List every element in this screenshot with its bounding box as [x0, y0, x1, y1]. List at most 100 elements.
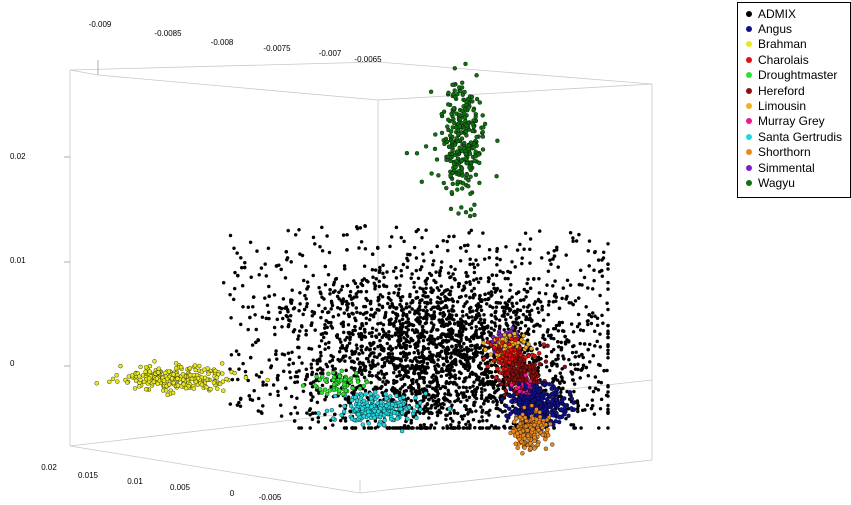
- data-point-admix: [390, 387, 394, 392]
- data-point-charolais: [513, 337, 518, 343]
- data-point-admix: [280, 316, 285, 321]
- data-point-admix: [606, 323, 610, 328]
- data-point-admix: [479, 317, 483, 322]
- data-points: [94, 61, 610, 456]
- data-point-angus: [517, 381, 522, 387]
- data-point-santa-gertrudis: [382, 418, 387, 423]
- data-point-wagyu: [452, 66, 457, 71]
- data-point-hereford: [496, 378, 501, 383]
- data-point-admix: [228, 402, 233, 406]
- data-point-hereford: [499, 382, 504, 387]
- data-point-admix: [372, 354, 377, 359]
- data-point-admix: [449, 355, 453, 359]
- data-point-admix: [467, 395, 472, 400]
- data-point-admix: [458, 259, 463, 263]
- data-point-santa-gertrudis: [394, 393, 399, 398]
- data-point-admix: [452, 411, 457, 415]
- data-point-admix: [465, 389, 469, 394]
- data-point-wagyu: [453, 94, 458, 100]
- data-point-hereford: [512, 365, 517, 371]
- data-point-limousin: [521, 339, 527, 345]
- data-point-droughtmaster: [323, 387, 328, 392]
- data-point-admix: [429, 329, 433, 334]
- data-point-admix: [343, 347, 348, 351]
- data-point-admix: [392, 370, 396, 375]
- data-point-admix: [354, 306, 359, 310]
- data-point-admix: [451, 299, 455, 303]
- data-point-admix: [407, 351, 412, 356]
- data-point-admix: [491, 386, 496, 390]
- data-point-admix: [370, 374, 374, 378]
- data-point-admix: [439, 335, 443, 340]
- data-point-admix: [387, 351, 392, 356]
- data-point-santa-gertrudis: [382, 408, 387, 414]
- x-tick-label: -0.008: [211, 38, 234, 47]
- data-point-admix: [307, 346, 311, 351]
- data-point-admix: [596, 362, 601, 367]
- data-point-admix: [409, 276, 413, 280]
- data-point-admix: [386, 295, 391, 300]
- data-point-admix: [304, 367, 309, 372]
- data-point-admix: [482, 313, 486, 317]
- data-point-admix: [362, 426, 366, 430]
- data-point-admix: [422, 259, 426, 263]
- data-point-admix: [429, 307, 433, 312]
- data-point-admix: [480, 335, 484, 340]
- data-point-admix: [259, 410, 263, 414]
- data-point-wagyu: [466, 178, 471, 183]
- data-point-admix: [320, 332, 325, 336]
- data-point-droughtmaster: [337, 388, 342, 393]
- data-point-admix: [357, 332, 361, 336]
- data-point-admix: [556, 329, 561, 333]
- data-point-santa-gertrudis: [414, 403, 420, 409]
- data-point-admix: [429, 250, 434, 254]
- data-point-admix: [415, 295, 420, 300]
- data-point-admix: [515, 310, 519, 314]
- data-point-admix: [362, 327, 367, 332]
- data-point-shorthorn: [543, 446, 549, 451]
- data-point-admix: [249, 275, 253, 279]
- data-point-admix: [388, 244, 392, 249]
- data-point-admix: [309, 366, 314, 370]
- data-point-admix: [238, 322, 243, 327]
- data-point-admix: [459, 339, 463, 343]
- data-point-admix: [544, 365, 549, 369]
- data-point-admix: [606, 335, 610, 340]
- data-point-admix: [509, 282, 513, 287]
- data-point-admix: [380, 372, 384, 376]
- data-point-admix: [508, 270, 513, 275]
- data-point-admix: [315, 361, 320, 366]
- data-point-brahman: [220, 361, 225, 366]
- data-point-admix: [552, 336, 556, 341]
- data-point-admix: [418, 286, 422, 290]
- data-point-admix: [382, 361, 387, 365]
- data-point-admix: [317, 303, 321, 308]
- data-point-admix: [592, 278, 596, 283]
- data-point-admix: [479, 299, 484, 304]
- data-point-admix: [504, 322, 509, 327]
- data-point-admix: [288, 370, 292, 374]
- data-point-admix: [450, 285, 454, 290]
- data-point-brahman: [189, 376, 195, 382]
- data-point-admix: [414, 290, 419, 294]
- data-point-simmental: [508, 329, 513, 334]
- data-point-admix: [431, 262, 435, 267]
- data-point-admix: [260, 315, 265, 319]
- data-point-admix: [591, 389, 596, 394]
- data-point-admix: [439, 260, 444, 264]
- data-point-wagyu: [429, 171, 434, 176]
- data-point-admix: [371, 340, 376, 345]
- data-point-admix: [472, 265, 477, 270]
- data-point-admix: [367, 359, 371, 364]
- data-point-charolais: [493, 375, 498, 380]
- data-point-admix: [427, 384, 432, 389]
- data-point-brahman: [141, 379, 147, 385]
- data-point-admix: [442, 362, 446, 367]
- data-point-admix: [516, 322, 520, 327]
- data-point-wagyu: [471, 145, 476, 150]
- data-point-admix: [444, 368, 449, 373]
- data-point-admix: [462, 286, 467, 290]
- data-point-wagyu: [480, 129, 485, 135]
- data-point-admix: [451, 309, 456, 313]
- data-point-admix: [362, 375, 367, 380]
